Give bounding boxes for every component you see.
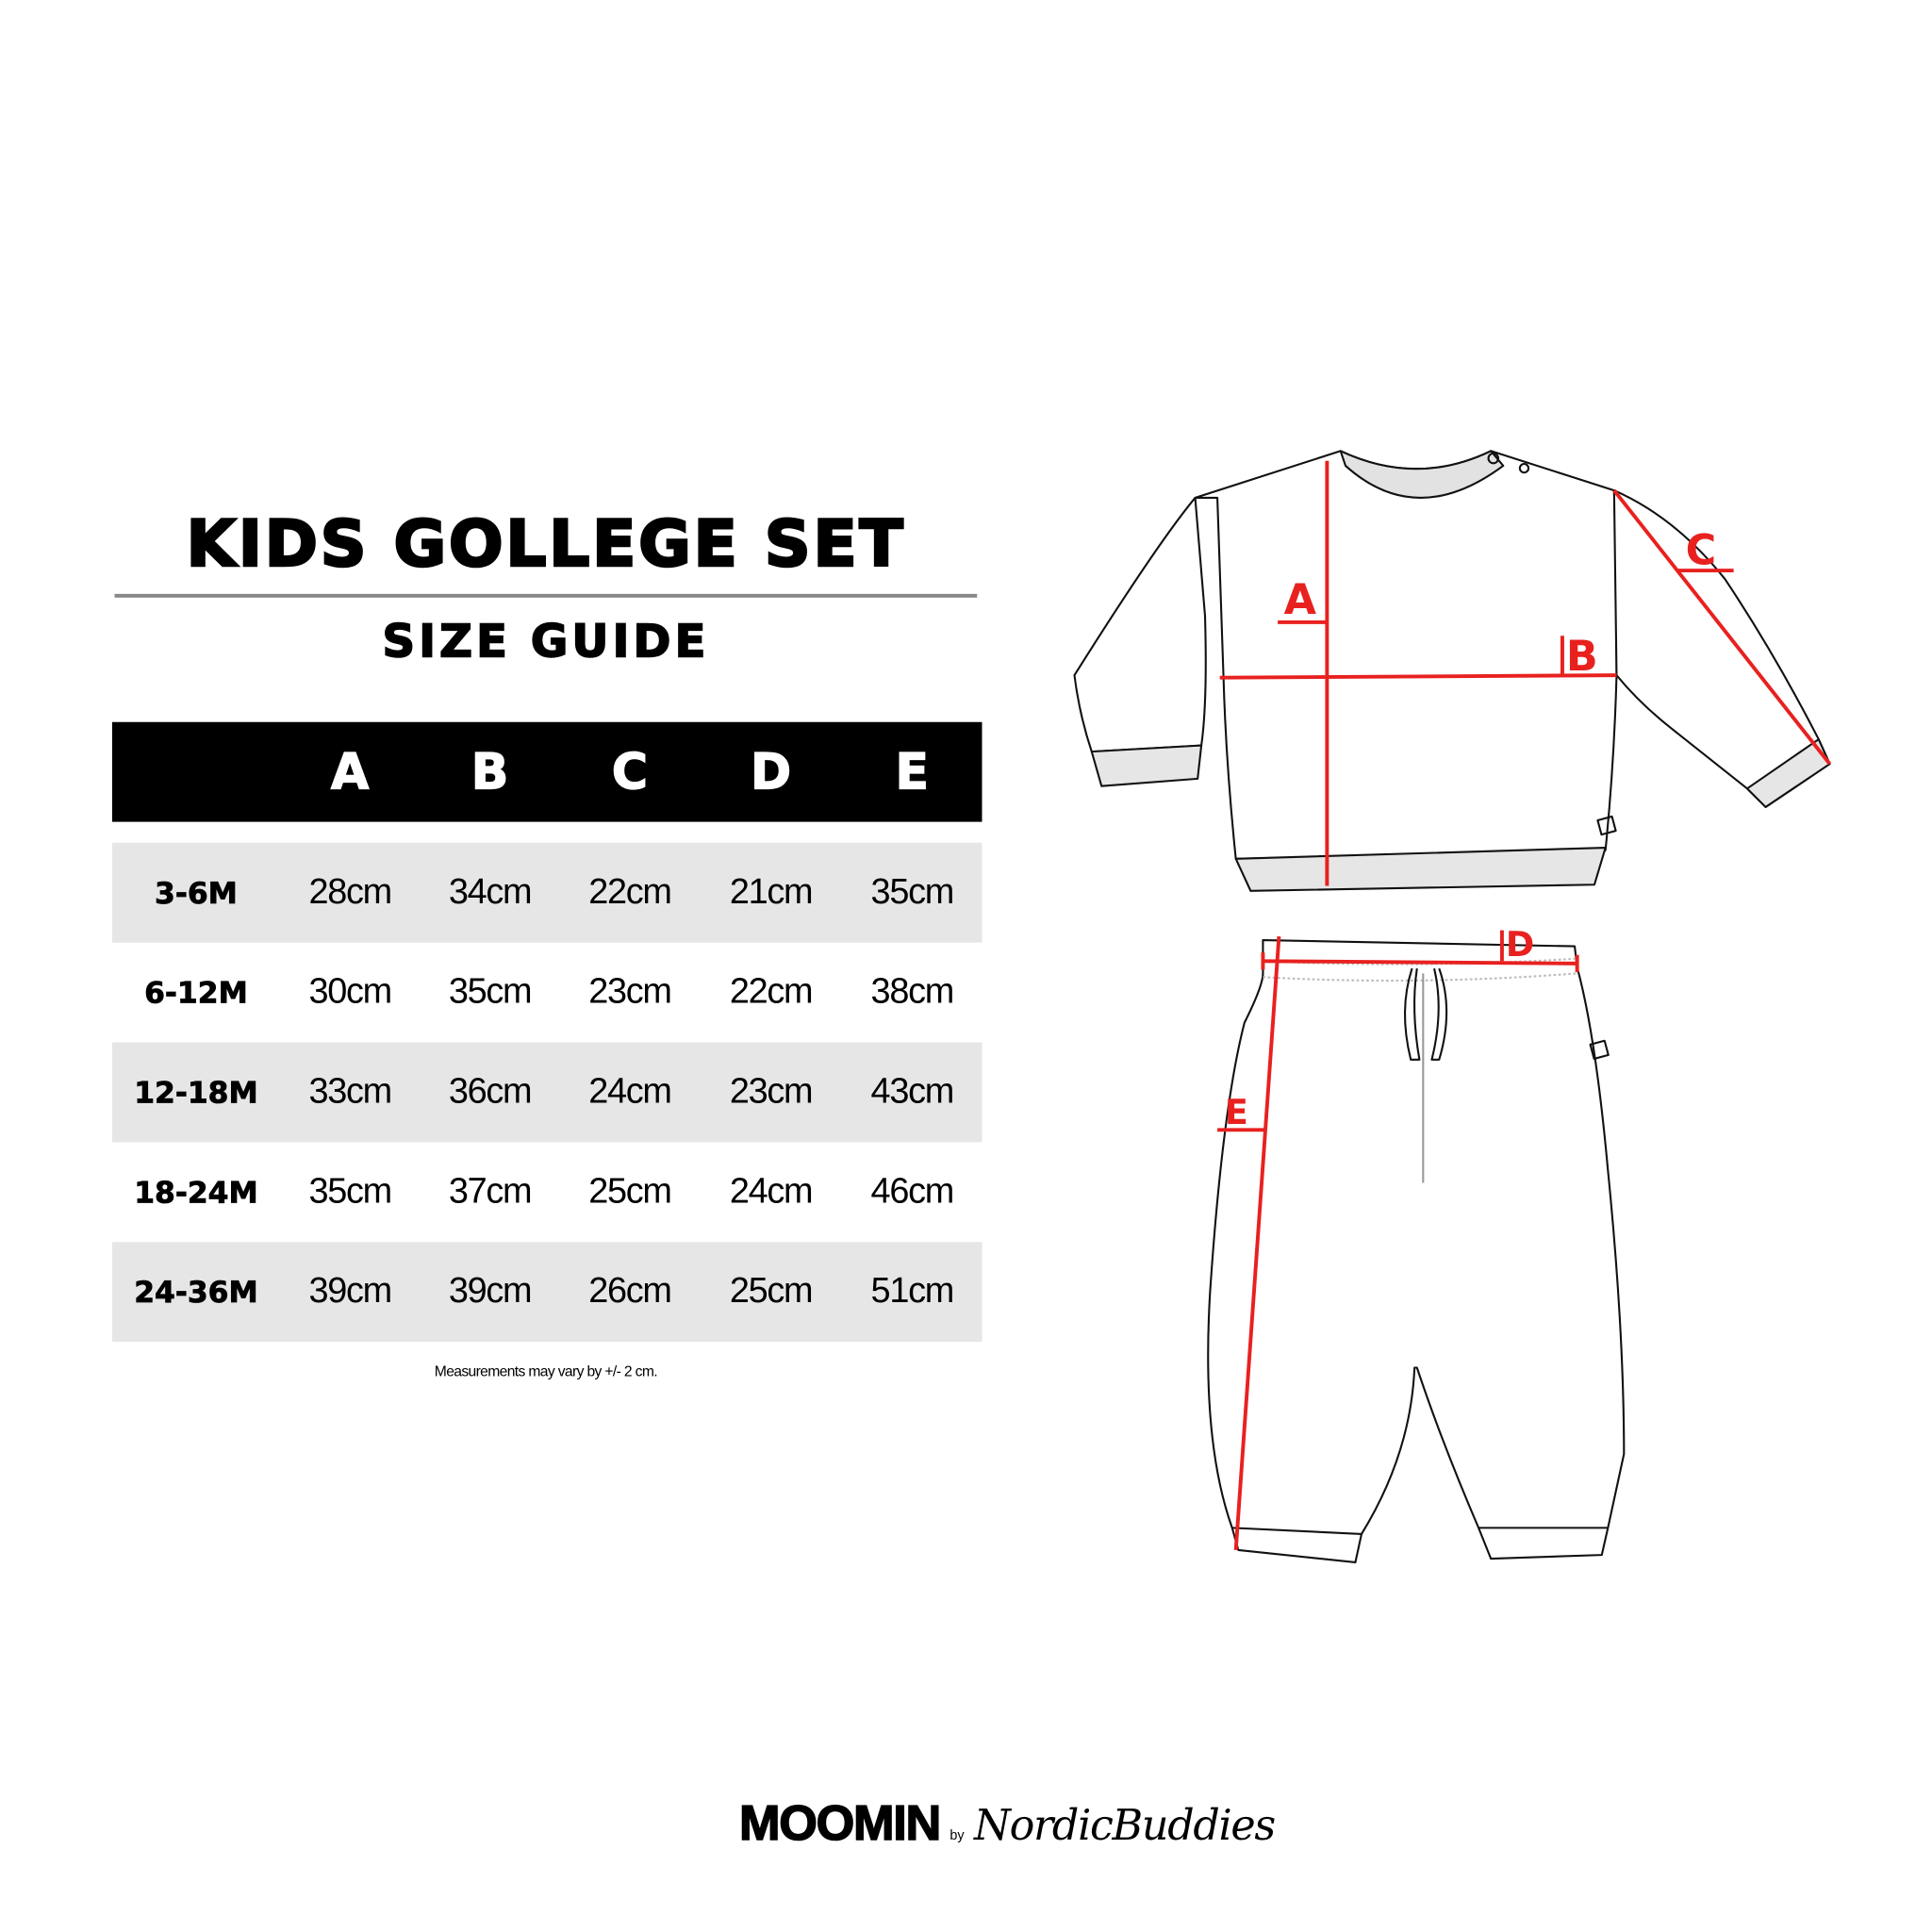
label-d: D [1506,924,1534,965]
measurement-cell: 28cm [308,872,392,913]
measurement-cell: 22cm [729,972,814,1012]
measure-line-d [1263,959,1577,966]
label-c: C [1686,526,1717,574]
measure-line-e [1233,936,1281,1551]
measurement-cell: 39cm [308,1271,392,1312]
title-divider [114,593,978,598]
measurement-cell: 25cm [588,1171,672,1212]
measurement-cell: 24cm [729,1171,814,1212]
measurement-cell: 34cm [448,872,533,913]
measurement-cell: 21cm [729,872,814,913]
size-label: 12-18M [134,1075,258,1110]
measurement-cell: 46cm [870,1171,955,1212]
measurement-cell: 39cm [448,1271,533,1312]
measurement-lines [1217,460,1832,1551]
logo-moomin: MOOMIN [738,1795,942,1851]
page-title: KIDS GOLLEGE SET [185,506,906,583]
measurement-cell: 25cm [729,1271,814,1312]
size-label: 24-36M [134,1274,258,1310]
measure-line-b [1219,673,1617,680]
measurement-cell: 51cm [870,1271,955,1312]
measurement-note: Measurements may vary by +/- 2 cm. [434,1362,658,1380]
measurement-cell: 35cm [448,972,533,1012]
measurement-cell: 36cm [448,1071,533,1112]
measurement-cell: 26cm [588,1271,672,1312]
table-row: 12-18M 33cm 36cm 24cm 23cm 43cm [111,1042,983,1143]
table-row: 6-12M 30cm 35cm 23cm 22cm 38cm [112,943,983,1043]
brand-logo: MOOMIN by NordicBuddies [738,1795,1276,1852]
measurement-cell: 24cm [588,1071,672,1112]
header-cell-a: A [330,743,370,801]
measurement-cell: 35cm [870,872,955,913]
measurement-cell: 43cm [870,1071,955,1112]
label-a: A [1284,576,1317,624]
size-label: 6-12M [144,975,248,1010]
size-table: A B C D E 3-6M 28cm 34cm 22cm 21cm 35cm 6-12M 3… [111,721,983,1343]
size-label: 3-6M [154,875,239,911]
table-row: 18-24M 35cm 37cm 25cm 24cm 46cm [112,1142,983,1242]
sweater-outline [1073,450,1831,892]
table-body: 3-6M 28cm 34cm 22cm 21cm 35cm 6-12M 30cm 35cm 23c… [111,842,983,1343]
label-e: E [1225,1092,1248,1132]
label-b: B [1566,633,1598,681]
page-subtitle: SIZE GUIDE [382,614,710,669]
measurement-cell: 23cm [729,1071,814,1112]
measurement-cell: 33cm [308,1071,392,1112]
pants-outline [1207,939,1626,1564]
measurement-cell: 30cm [308,972,392,1012]
measurement-cell: 23cm [588,972,672,1012]
table-header: A B C D E [111,721,983,822]
header-cell-e: E [895,743,930,801]
header-cell-c: C [611,743,649,801]
measurement-cell: 37cm [448,1171,533,1212]
header-cell-b: B [471,743,509,801]
measurement-cell: 35cm [308,1171,392,1212]
measurement-labels: A B C D E [1225,526,1716,1131]
logo-by: by [949,1828,965,1843]
header-cell-d: D [750,743,792,801]
table-row: 24-36M 39cm 39cm 26cm 25cm 51cm [111,1242,983,1343]
table-row: 3-6M 28cm 34cm 22cm 21cm 35cm [111,842,983,943]
logo-nordic-buddies: NordicBuddies [973,1801,1276,1851]
size-label: 18-24M [134,1174,258,1210]
measurement-cell: 22cm [588,872,672,913]
measure-line-c [1612,488,1832,766]
measurement-cell: 38cm [870,972,955,1012]
